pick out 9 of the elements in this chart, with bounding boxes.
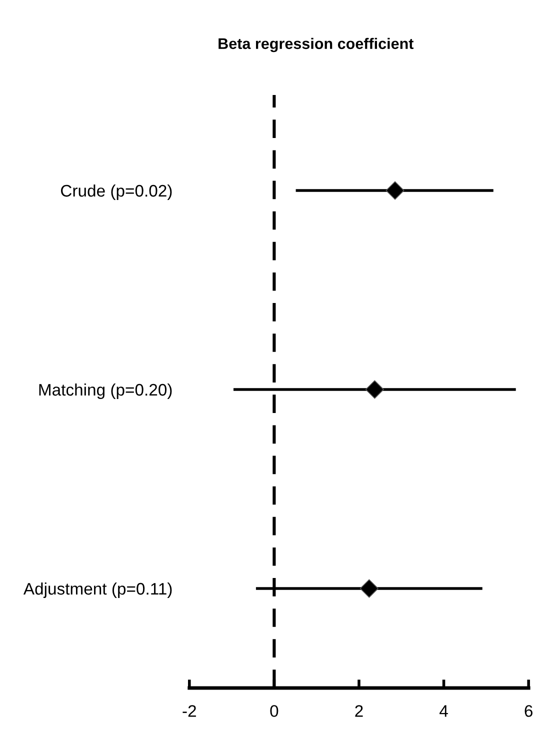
x-tick-label: 4 [440,705,448,717]
y-tick-label: Crude (p=0.02) [61,184,172,200]
chart-title: Beta regression coefficient [218,38,414,52]
y-tick-label: Adjustment (p=0.11) [23,582,172,598]
x-tick-label: 6 [524,705,532,717]
x-tick-label: 0 [270,705,278,717]
x-tick-label: -2 [182,705,196,717]
y-tick-label: Matching (p=0.20) [39,383,172,400]
x-tick-label: 2 [355,705,363,717]
